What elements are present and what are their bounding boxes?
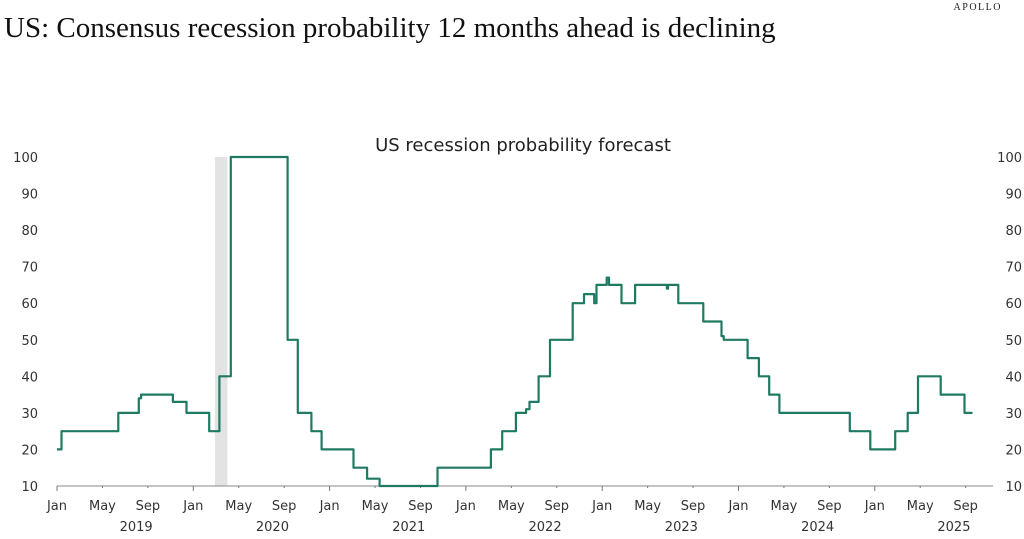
chart-title: US recession probability forecast — [375, 135, 671, 156]
y-tick-label-left: 10 — [21, 480, 38, 495]
series-line-recession-probability — [57, 155, 973, 488]
y-tick-label-left: 70 — [21, 261, 38, 276]
y-tick-label-left: 30 — [21, 407, 38, 422]
x-tick-label: Jan — [182, 499, 203, 514]
x-tick-label: May — [225, 499, 252, 514]
x-year-label: 2019 — [120, 520, 153, 535]
x-tick-label: May — [362, 499, 389, 514]
y-tick-label-right: 40 — [1005, 370, 1022, 385]
x-tick-label: May — [634, 499, 661, 514]
y-tick-label-left: 90 — [21, 188, 38, 203]
y-tick-label-left: 40 — [21, 370, 38, 385]
x-tick-label: Sep — [136, 499, 161, 514]
x-tick-label: May — [770, 499, 797, 514]
y-tick-label-left: 100 — [13, 151, 38, 166]
y-tick-label-left: 80 — [21, 224, 38, 239]
x-year-label: 2021 — [392, 520, 425, 535]
x-tick-label: Jan — [591, 499, 612, 514]
x-tick-label: Sep — [953, 499, 978, 514]
x-tick-label: May — [89, 499, 116, 514]
y-tick-label-right: 60 — [1005, 297, 1022, 312]
y-tick-label-right: 30 — [1005, 407, 1022, 422]
y-tick-label-right: 50 — [1005, 334, 1022, 349]
y-tick-label-right: 80 — [1005, 224, 1022, 239]
brand-logo: APOLLO — [953, 2, 1002, 13]
x-year-label: 2022 — [529, 520, 562, 535]
y-tick-label-left: 60 — [21, 297, 38, 312]
y-tick-label-right: 70 — [1005, 261, 1022, 276]
x-tick-label: Sep — [272, 499, 297, 514]
y-tick-label-left: 50 — [21, 334, 38, 349]
y-tick-label-right: 90 — [1005, 188, 1022, 203]
x-tick-label: Jan — [727, 499, 748, 514]
x-year-label: 2020 — [256, 520, 289, 535]
x-tick-label: May — [498, 499, 525, 514]
x-tick-label: Jan — [455, 499, 476, 514]
x-year-label: 2025 — [937, 520, 970, 535]
x-tick-label: Jan — [46, 499, 67, 514]
x-tick-label: Jan — [864, 499, 885, 514]
x-year-label: 2023 — [665, 520, 698, 535]
x-tick-label: Jan — [319, 499, 340, 514]
x-tick-label: Sep — [681, 499, 706, 514]
x-tick-label: Sep — [817, 499, 842, 514]
x-tick-label: Sep — [408, 499, 433, 514]
y-tick-label-right: 100 — [997, 151, 1022, 166]
page-title: US: Consensus recession probability 12 m… — [4, 12, 776, 44]
y-tick-label-right: 10 — [1005, 480, 1022, 495]
x-tick-label: Sep — [545, 499, 570, 514]
x-tick-label: May — [907, 499, 934, 514]
recession-shading — [214, 157, 228, 486]
x-year-label: 2024 — [801, 520, 834, 535]
y-tick-label-left: 20 — [21, 443, 38, 458]
y-tick-label-right: 20 — [1005, 443, 1022, 458]
